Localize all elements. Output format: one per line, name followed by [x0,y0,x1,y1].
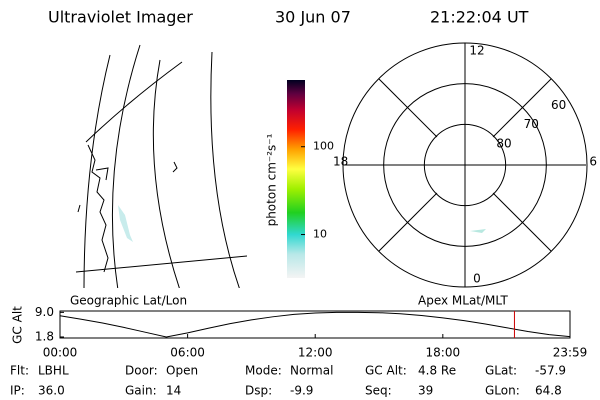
x-tick-label: 23:59 [553,346,588,360]
colorbar-label: photon cm⁻²s⁻¹ [265,133,279,226]
x-tick-label: 06:00 [170,346,205,360]
x-tick-label: 18:00 [426,346,461,360]
field-label: Seq: [365,384,392,398]
ring-label: 70 [524,117,539,131]
time: 21:22:04 UT [430,8,529,27]
meridian [210,51,240,288]
mlt-label: 0 [473,272,481,286]
axis-line [378,192,438,252]
mlt-label: 12 [469,44,484,58]
field-value: 4.8 Re [418,364,456,378]
field-value: -57.9 [535,364,566,378]
ring [383,83,547,247]
field-label: Door: [125,364,158,378]
parallel [85,61,183,143]
meridian [152,59,180,288]
field-label: Gain: [125,384,157,398]
polar-label: Apex MLat/MLT [418,294,508,308]
field-value: Open [166,364,198,378]
title: Ultraviolet Imager [48,8,193,27]
ring-label: 80 [496,136,511,150]
x-tick-label: 00:00 [43,346,78,360]
y-axis-label: GC Alt [11,306,25,344]
colorbar-tick-label: 10 [313,228,327,241]
plot-frame [59,310,571,339]
line [59,311,571,338]
ring-label: 60 [551,98,566,112]
colorbar-tick-label: 100 [313,140,334,153]
colorbar [287,80,305,278]
field-value: 14 [166,384,181,398]
field-label: Mode: [245,364,282,378]
field-value: 64.8 [535,384,562,398]
date: 30 Jun 07 [275,8,351,27]
y-tick-label: 1.8 [35,329,54,343]
field-value: 39 [418,384,433,398]
coastline [77,144,178,273]
map-label: Geographic Lat/Lon [70,294,187,308]
aurora [470,229,486,233]
field-label: GC Alt: [365,364,407,378]
axis-line [492,192,552,252]
aurora [118,205,133,242]
field-label: Dsp: [245,384,272,398]
ring [423,123,507,207]
field-value: Normal [290,364,333,378]
axis-line [378,78,438,138]
field-label: IP: [10,384,25,398]
field-label: GLat: [485,364,517,378]
axis-line [492,78,552,138]
ring [342,42,588,288]
x-tick-label: 12:00 [298,346,333,360]
field-value: LBHL [38,364,69,378]
mlt-label: 6 [589,155,597,169]
field-label: GLon: [485,384,520,398]
meridian [111,44,141,288]
field-label: Flt: [10,364,29,378]
parallel [75,255,247,273]
field-value: -9.9 [290,384,313,398]
mlt-label: 18 [333,155,348,169]
y-tick-label: 9.0 [35,305,54,319]
field-value: 36.0 [38,384,65,398]
map [75,44,247,288]
meridian [83,54,111,288]
